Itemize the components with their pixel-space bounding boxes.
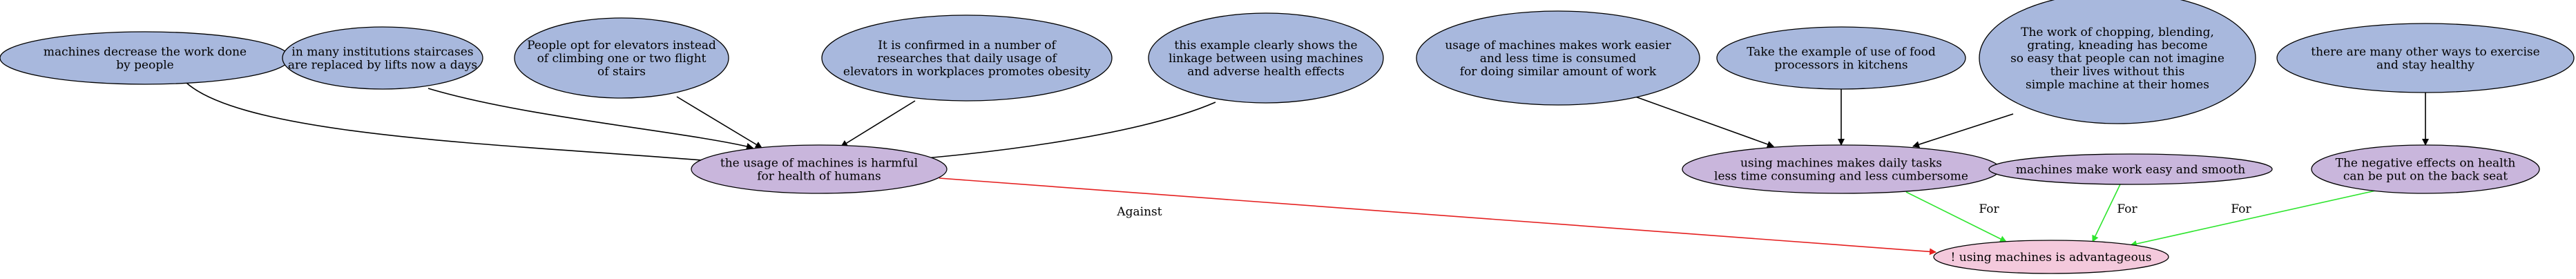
node-shape-p5 xyxy=(1148,12,1384,104)
node-text-p9-0: there are many other ways to exercise xyxy=(2311,46,2539,59)
node-shape-c1 xyxy=(691,144,948,194)
node-shape-p4 xyxy=(821,15,1113,102)
node-text-p8-3: their lives without this xyxy=(2050,65,2185,79)
node-shape-p6 xyxy=(1416,10,1700,106)
node-text-p2-0: in many institutions staircases xyxy=(291,46,473,59)
node-text-c2-1: less time consuming and less cumbersome xyxy=(1714,170,1968,184)
node-p4: It is confirmed in a number ofresearches… xyxy=(821,15,1113,102)
node-text-p5-1: linkage between using machines xyxy=(1169,52,1363,66)
node-text-p8-2: so easy that people can not imagine xyxy=(2010,52,2224,66)
node-text-p3-2: of stairs xyxy=(597,65,646,79)
node-text-p6-1: and less time is consumed xyxy=(1480,52,1637,66)
edge-c4-t xyxy=(2130,190,2376,247)
edge-label-c3-t: For xyxy=(2117,202,2137,216)
node-text-p5-2: and adverse health effects xyxy=(1187,65,1344,79)
node-text-p3-0: People opt for elevators instead xyxy=(527,39,716,52)
node-text-c4-0: The negative effects on health xyxy=(2336,157,2516,171)
node-text-p3-1: of climbing one or two flight xyxy=(537,52,707,66)
node-text-c2-0: using machines makes daily tasks xyxy=(1740,157,1942,171)
node-shape-p2 xyxy=(282,26,483,90)
node-text-p8-1: grating, kneading has become xyxy=(2027,39,2207,52)
edge-p8-c2 xyxy=(1912,113,2014,148)
node-text-c1-0: the usage of machines is harmful xyxy=(720,157,918,171)
node-text-p6-0: usage of machines makes work easier xyxy=(1445,39,1671,52)
node-shape-p9 xyxy=(2276,23,2575,93)
node-text-p4-1: researches that daily usage of xyxy=(877,52,1057,66)
edges-layer: Against For For For xyxy=(186,82,2429,256)
edge-p2-c1 xyxy=(427,88,753,150)
edge-label-c1-t: Against xyxy=(1116,205,1162,219)
node-text-c1-1: for health of humans xyxy=(757,170,881,184)
node-text-c3-0: machines make work easy and smooth xyxy=(2016,163,2245,177)
node-text-c4-1: can be put on the back seat xyxy=(2343,170,2508,184)
node-p7: Take the example of use of foodprocessor… xyxy=(1716,26,1966,90)
node-text-p7-0: Take the example of use of food xyxy=(1747,46,1936,59)
node-text-p4-0: It is confirmed in a number of xyxy=(878,39,1057,52)
node-text-p6-2: for doing similar amount of work xyxy=(1460,65,1657,79)
edge-p6-c2 xyxy=(1635,96,1774,148)
node-text-p8-4: simple machine at their homes xyxy=(2026,78,2209,92)
edge-c3-t xyxy=(2092,184,2121,242)
node-text-p4-2: elevators in workplaces promotes obesity xyxy=(843,65,1091,79)
node-text-p8-0: The work of chopping, blending, xyxy=(2021,26,2214,39)
node-shape-c3 xyxy=(1988,153,2273,185)
node-p9: there are many other ways to exerciseand… xyxy=(2276,23,2575,93)
node-text-p5-0: this example clearly shows the xyxy=(1174,39,1357,52)
edge-label-c4-t: For xyxy=(2231,202,2251,216)
node-text-p2-1: are replaced by lifts now a days xyxy=(288,59,477,73)
node-t: ! using machines is advantageous xyxy=(1933,240,2169,274)
edge-p4-c1 xyxy=(840,100,916,147)
node-p8: The work of chopping, blending,grating, … xyxy=(1979,0,2256,124)
node-text-t-0: ! using machines is advantageous xyxy=(1951,251,2152,264)
node-shape-p7 xyxy=(1716,26,1966,90)
node-shape-p3 xyxy=(514,17,729,99)
edge-label-c2-t: For xyxy=(1979,202,1999,216)
node-shape-c4 xyxy=(2311,144,2540,194)
node-c3: machines make work easy and smooth xyxy=(1988,153,2273,185)
edge-p5-c1 xyxy=(898,102,1216,164)
node-shape-t xyxy=(1933,240,2169,274)
node-text-p1-1: by people xyxy=(116,59,173,73)
node-text-p7-1: processors in kitchens xyxy=(1774,59,1907,73)
edge-p3-c1 xyxy=(676,96,762,148)
node-text-p1-0: machines decrease the work done xyxy=(44,46,247,59)
node-shape-p8 xyxy=(1979,0,2256,124)
node-text-p9-1: and stay healthy xyxy=(2376,59,2474,73)
edge-c1-t xyxy=(939,177,1936,256)
edge-p1-c1 xyxy=(186,82,719,165)
edge-c2-t xyxy=(1905,191,2007,242)
